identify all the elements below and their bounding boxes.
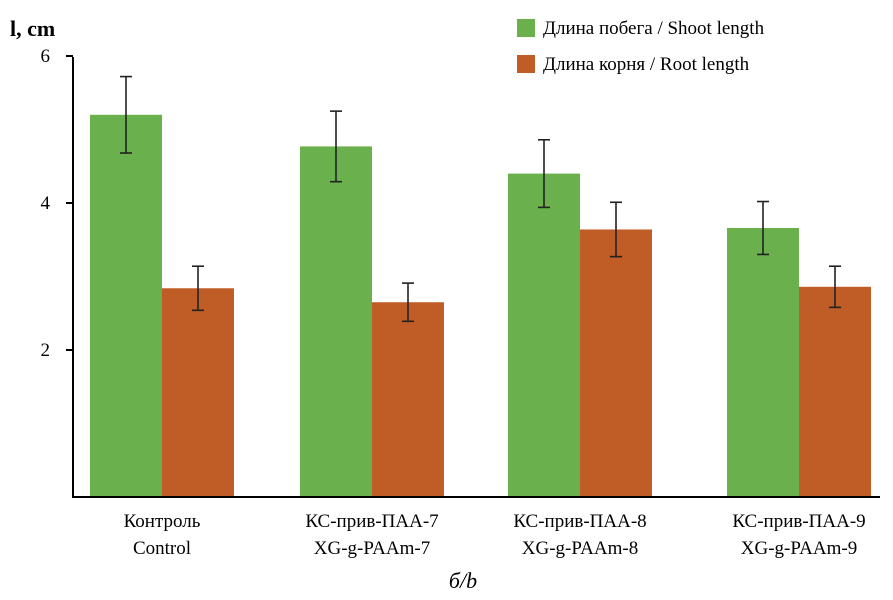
category-label-ru: КС-прив-ПАА-7 — [305, 511, 438, 532]
axes-layer — [72, 57, 880, 498]
category-label-ru: КС-прив-ПАА-8 — [513, 511, 646, 532]
category-label-en: XG-g-PAAm-8 — [522, 538, 638, 559]
root-length-bar — [799, 286, 871, 497]
root-error-bar — [829, 265, 841, 309]
y-tick-label: 2 — [41, 340, 51, 361]
shoot-length-bar — [300, 146, 372, 497]
shoot-legend-label: Длина побега / Shoot length — [543, 18, 765, 39]
category-label-ru: КС-прив-ПАА-9 — [732, 511, 865, 532]
shoot-length-bar — [90, 114, 162, 498]
legend: Длина побега / Shoot length Длина корня /… — [517, 18, 765, 75]
y-tick-label: 6 — [41, 46, 51, 67]
y-tick-label: 4 — [41, 193, 51, 214]
root-error-bar — [402, 282, 414, 323]
category-label-en: Control — [133, 538, 191, 559]
y-axis-label: l, cm — [10, 16, 55, 41]
shoot-error-bar — [538, 138, 550, 209]
root-length-bar — [580, 229, 652, 497]
root-length-bar — [372, 302, 444, 497]
root-legend-label: Длина корня / Root length — [543, 54, 750, 75]
y-ticks-layer: 2 4 6 — [41, 46, 73, 361]
shoot-error-bar — [757, 200, 769, 256]
error-bars-layer — [120, 75, 841, 323]
figure-caption: б/b — [449, 568, 477, 593]
root-length-bar — [162, 288, 234, 497]
shoot-length-bar — [727, 227, 799, 498]
shoot-error-bar — [330, 110, 342, 183]
category-label-ru: Контроль — [124, 511, 201, 532]
shoot-length-bar — [508, 173, 580, 497]
shoot-error-bar — [120, 75, 132, 154]
shoot-legend-swatch — [517, 19, 535, 37]
root-legend-swatch — [517, 55, 535, 73]
root-error-bar — [192, 265, 204, 312]
category-label-en: XG-g-PAAm-7 — [314, 538, 430, 559]
bars-layer — [90, 114, 871, 498]
root-error-bar — [610, 201, 622, 258]
category-label-en: XG-g-PAAm-9 — [741, 538, 857, 559]
category-labels-layer: Контроль Control КС-прив-ПАА-7 XG-g-PAAm-7 К… — [124, 511, 866, 559]
